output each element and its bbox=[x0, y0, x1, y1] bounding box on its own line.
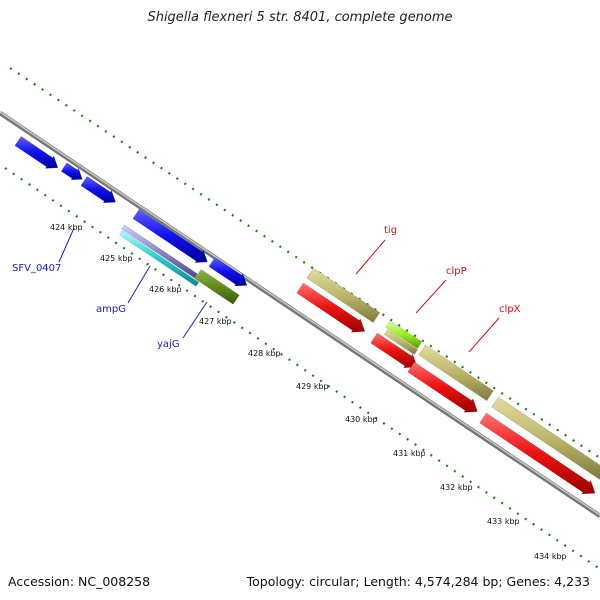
scale-label: 432 kbp bbox=[440, 483, 473, 492]
gene-clpp-red[interactable] bbox=[370, 332, 418, 368]
gene-ampg-blue[interactable] bbox=[132, 209, 208, 263]
scale-label: 427 kbp bbox=[199, 317, 232, 326]
leader-clpx bbox=[468, 317, 500, 353]
gene-blue-small[interactable] bbox=[208, 257, 248, 287]
gene-clpx-khaki[interactable] bbox=[418, 344, 494, 402]
scale-label: 430 kbp bbox=[345, 415, 378, 424]
gene-clpp-lime[interactable] bbox=[385, 320, 423, 349]
gene-right-red[interactable] bbox=[479, 412, 596, 495]
scale-label: 426 kbp bbox=[149, 285, 182, 294]
genome-backbone-highlight bbox=[0, 111, 600, 516]
scale-label: 425 kbp bbox=[100, 254, 133, 263]
gene-sfv0407-c[interactable] bbox=[80, 176, 116, 204]
scale-label: 424 kbp bbox=[50, 223, 83, 232]
gene-label-tig[interactable]: tig bbox=[384, 225, 397, 236]
accession-text: Accession: NC_008258 bbox=[8, 574, 151, 589]
gene-label-yajg[interactable]: yajG bbox=[157, 339, 180, 350]
scale-label: 429 kbp bbox=[296, 382, 329, 391]
gene-sfv0407-b[interactable] bbox=[60, 162, 83, 181]
leader-clpp bbox=[415, 279, 447, 314]
gene-clpx-red[interactable] bbox=[407, 361, 478, 413]
leader-ampg bbox=[127, 265, 151, 304]
gene-features bbox=[14, 136, 600, 495]
scale-label: 434 kbp bbox=[534, 552, 567, 561]
topology-text: Topology: circular; Length: 4,574,284 bp… bbox=[246, 574, 590, 589]
gene-label-ampg[interactable]: ampG bbox=[96, 304, 126, 315]
gene-clpp-khaki[interactable] bbox=[383, 329, 418, 355]
scale-label: 433 kbp bbox=[487, 517, 520, 526]
outer-tick-row bbox=[9, 67, 600, 459]
leader-sfv0407 bbox=[58, 227, 75, 263]
gene-ampg-cyan[interactable] bbox=[119, 230, 200, 287]
leader-tig bbox=[355, 239, 386, 275]
page-title: Shigella flexneri 5 str. 8401, complete … bbox=[147, 10, 453, 25]
gene-sfv0407-a[interactable] bbox=[14, 136, 59, 169]
scale-label: 431 kbp bbox=[393, 449, 426, 458]
gene-ampg-purple[interactable] bbox=[121, 224, 198, 279]
gene-label-clpp[interactable]: clpP bbox=[446, 266, 467, 277]
gene-label-clpx[interactable]: clpX bbox=[499, 304, 521, 315]
gene-labels: SFV_0407 ampG yajG tig clpP clpX bbox=[12, 225, 521, 350]
genome-backbone bbox=[0, 111, 600, 518]
scale-label: 428 kbp bbox=[248, 349, 281, 358]
gene-label-sfv0407[interactable]: SFV_0407 bbox=[12, 263, 61, 274]
gene-tig-red[interactable] bbox=[296, 282, 366, 333]
scale-labels: 424 kbp 425 kbp 426 kbp 427 kbp 428 kbp … bbox=[50, 223, 567, 561]
gene-tig[interactable] bbox=[306, 267, 381, 323]
gene-yajg[interactable] bbox=[194, 269, 240, 305]
leader-yajg bbox=[182, 301, 208, 339]
label-leaders bbox=[58, 227, 500, 353]
inner-tick-row bbox=[4, 167, 600, 570]
